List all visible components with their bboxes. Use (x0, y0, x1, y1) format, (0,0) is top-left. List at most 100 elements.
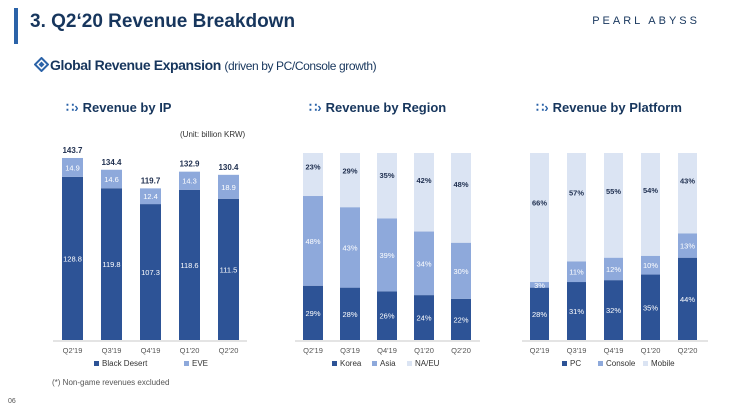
data-label: 11% (569, 268, 584, 277)
legend-swatch (184, 361, 189, 366)
platform-chart-title: ∷› Revenue by Platform (536, 100, 682, 116)
bar-segment-black-desert (218, 198, 239, 340)
data-label: 14.3 (182, 177, 197, 186)
bar-segment-black-desert (62, 176, 83, 340)
bar-segment-mobile (567, 154, 586, 262)
bar-segment-console (530, 282, 549, 288)
total-label: 119.7 (141, 176, 161, 185)
bar-segment-asia (377, 218, 397, 292)
data-label: 39% (379, 251, 394, 260)
arrow-icon: ∷› (536, 100, 549, 115)
data-label: 35% (643, 303, 658, 312)
bar-segment-console (641, 255, 660, 275)
legend-label: PC (570, 359, 581, 368)
data-label: 43% (342, 243, 357, 252)
bar-segment-eve (101, 169, 122, 189)
data-label: 35% (379, 171, 394, 180)
data-label: 23% (305, 162, 320, 171)
bar-segment-console (604, 257, 623, 281)
region-chart-title: ∷› Revenue by Region (309, 100, 446, 116)
bar-segment-na-eu (377, 153, 397, 219)
page-number: 06 (8, 398, 16, 405)
bar-segment-pc (604, 280, 623, 340)
subtitle-main: Global Revenue Expansion (50, 57, 221, 73)
data-label: 28% (342, 310, 357, 319)
data-label: 48% (453, 180, 468, 189)
ip-chart-title: ∷› Revenue by IP (66, 100, 171, 116)
data-label: 29% (342, 167, 357, 176)
footnote: (*) Non-game revenues excluded (52, 378, 170, 387)
legend-label: Mobile (651, 359, 675, 368)
arrow-icon: ∷› (309, 100, 322, 115)
data-label: 44% (680, 295, 695, 304)
x-tick-label: Q2'19 (303, 346, 323, 355)
data-label: 42% (416, 176, 431, 185)
data-label: 14.9 (65, 163, 80, 172)
bar-segment-pc (530, 287, 549, 340)
bar-segment-na-eu (340, 153, 360, 208)
data-label: 118.6 (180, 261, 198, 270)
x-tick-label: Q4'19 (377, 346, 397, 355)
data-label: 57% (569, 188, 584, 197)
chart-0 (53, 157, 247, 366)
data-label: 66% (532, 199, 547, 208)
total-label: 130.4 (218, 163, 239, 172)
bar-segment-na-eu (451, 153, 471, 243)
data-label: 28% (532, 310, 547, 319)
data-label: 48% (305, 237, 320, 246)
bar-segment-pc (678, 257, 697, 340)
x-tick-label: Q3'19 (102, 346, 122, 355)
data-label: 107.3 (141, 268, 160, 277)
page-title: 3. Q2‘20 Revenue Breakdown (30, 11, 296, 32)
data-label: 13% (680, 242, 695, 251)
legend-label: Korea (340, 359, 362, 368)
x-tick-label: Q1'20 (180, 346, 200, 355)
unit-note: (Unit: billion KRW) (180, 130, 246, 139)
bar-segment-mobile (604, 154, 623, 258)
data-label: 30% (453, 267, 468, 276)
bar-segment-korea (451, 298, 471, 340)
bar-segment-pc (567, 282, 586, 340)
data-label: 10% (643, 261, 658, 270)
data-label: 31% (569, 307, 584, 316)
total-label: 132.9 (179, 160, 200, 169)
bar-segment-console (567, 261, 586, 283)
ip-chart-title-text: Revenue by IP (82, 100, 172, 115)
subtitle-note: (driven by PC/Console growth) (224, 59, 377, 73)
bar-segment-na-eu (303, 153, 323, 197)
arrow-icon: ∷› (66, 100, 79, 115)
legend-swatch (562, 361, 567, 366)
data-label: 22% (453, 315, 468, 324)
bar-segment-eve (179, 171, 200, 190)
legend-swatch (643, 361, 648, 366)
bar-segment-korea (377, 291, 397, 340)
bar-segment-black-desert (140, 204, 161, 340)
bar-segment-asia (340, 207, 360, 288)
x-tick-label: Q1'20 (414, 346, 434, 355)
legend-label: Black Desert (102, 359, 148, 368)
legend-swatch (407, 361, 412, 366)
legend-swatch (94, 361, 99, 366)
bar-segment-korea (414, 295, 434, 340)
data-label: 3% (534, 281, 545, 290)
x-tick-label: Q3'19 (340, 346, 360, 355)
bar-segment-mobile (530, 158, 549, 283)
bar-segment-console (678, 233, 697, 258)
x-tick-label: Q2'19 (530, 346, 550, 355)
data-label: 14.6 (104, 175, 119, 184)
bar-segment-korea (340, 287, 360, 340)
bar-segment-eve (140, 188, 161, 205)
bar-segment-mobile (641, 154, 660, 256)
x-tick-label: Q2'20 (678, 346, 698, 355)
company-logo: PEARL ABYSS (592, 15, 700, 27)
data-label: 18.9 (221, 183, 236, 192)
x-tick-label: Q2'20 (451, 346, 471, 355)
data-label: 24% (416, 314, 431, 323)
title-accent-bar (14, 8, 18, 44)
data-label: 26% (379, 312, 394, 321)
bar-segment-asia (303, 196, 323, 286)
legend-swatch (332, 361, 337, 366)
data-label: 111.5 (220, 265, 238, 274)
data-label: 119.8 (102, 260, 120, 269)
